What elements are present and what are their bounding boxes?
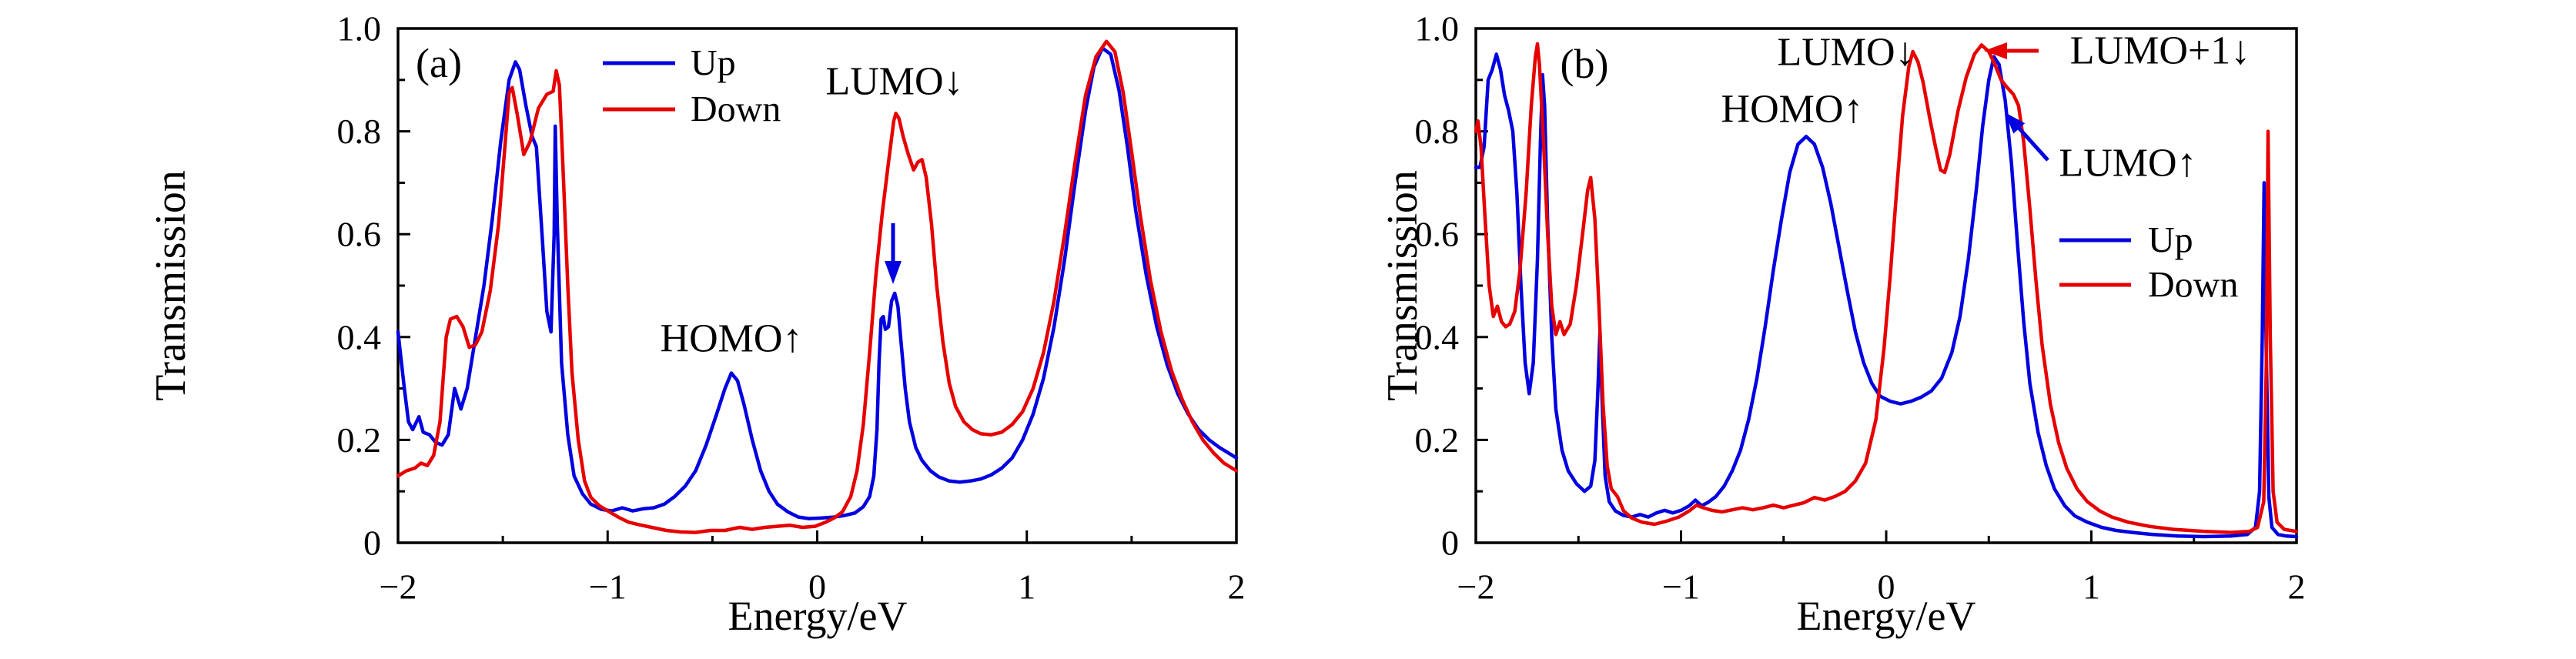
- panel-a-legend-up-label: Up: [691, 43, 736, 84]
- y-tick-label-a: 0.6: [337, 215, 382, 254]
- x-tick-label-b: −2: [1457, 567, 1495, 607]
- panel-a-annotation-homo-up: HOMO↑: [661, 317, 803, 361]
- panel-b-annotation-lumo-up: LUMO↑: [2059, 142, 2196, 186]
- x-tick-label-a: −2: [380, 567, 417, 607]
- y-tick-label-b: 1.0: [1415, 9, 1460, 49]
- x-tick-label-a: −1: [589, 567, 627, 607]
- x-tick-label-b: −1: [1662, 567, 1700, 607]
- y-tick-label-b: 0.4: [1415, 317, 1460, 356]
- annotation-arrow-head-1: [1984, 42, 2007, 59]
- panel-b-legend-up-label: Up: [2148, 220, 2193, 261]
- panel-a-annotation-lumo-down: LUMO↓: [825, 60, 963, 104]
- y-tick-label-a: 0.4: [337, 317, 382, 356]
- panel-b-legend-down-label: Down: [2148, 265, 2238, 306]
- annotation-arrow-shaft-2: [2016, 125, 2049, 162]
- up-spin-curve-a: [396, 46, 1239, 520]
- y-tick-label-b: 0.2: [1415, 420, 1460, 460]
- panel-a-frame: [396, 27, 1238, 544]
- x-tick-label-a: 1: [1018, 567, 1035, 607]
- generated-chart-layers: −2 −1 0 1 2 0 0.2 0.4 0.6 0.8 1.0 −2 −1 0 1 2 0 0.2 0.4 0.6…: [337, 9, 2306, 607]
- x-tick-label-a: 2: [1228, 567, 1246, 607]
- y-tick-label-b: 0.8: [1415, 112, 1460, 151]
- down-spin-curve-b: [1474, 42, 2299, 534]
- annotation-arrow-head-2: [2005, 112, 2026, 134]
- panel-a-x-axis-title: Energy/eV: [728, 593, 908, 639]
- y-tick-label-a: 0: [363, 524, 381, 563]
- y-tick-label-b: 0.6: [1415, 215, 1460, 254]
- x-tick-label-b: 2: [2288, 567, 2306, 607]
- panel-a-legend-down-label: Down: [691, 89, 781, 130]
- panel-b-annotation-homo-up: HOMO↑: [1721, 88, 1864, 132]
- panel-b-y-axis-title: Transmission: [1379, 170, 1427, 401]
- panel-a-y-axis-title: Transmission: [147, 170, 195, 401]
- panel-a-tag: (a): [416, 40, 462, 86]
- panel-b-annotation-lumo-down: LUMO↓: [1777, 31, 1915, 75]
- annotation-arrow-head-0: [885, 261, 902, 284]
- panel-b-annotation-lumo-plus1-down: LUMO+1↓: [2070, 29, 2250, 73]
- panel-b-x-axis-title: Energy/eV: [1797, 593, 1976, 639]
- up-spin-curve-b: [1474, 52, 2299, 539]
- x-tick-label-b: 0: [1878, 567, 1895, 607]
- y-tick-label-a: 0.2: [337, 420, 382, 460]
- down-spin-curve-a: [396, 39, 1239, 534]
- y-tick-label-b: 0: [1441, 524, 1459, 563]
- panel-b-tag: (b): [1561, 41, 1609, 87]
- x-tick-label-b: 1: [2083, 567, 2100, 607]
- y-tick-label-a: 1.0: [337, 9, 382, 49]
- y-tick-label-a: 0.8: [337, 112, 382, 151]
- x-tick-label-a: 0: [808, 567, 826, 607]
